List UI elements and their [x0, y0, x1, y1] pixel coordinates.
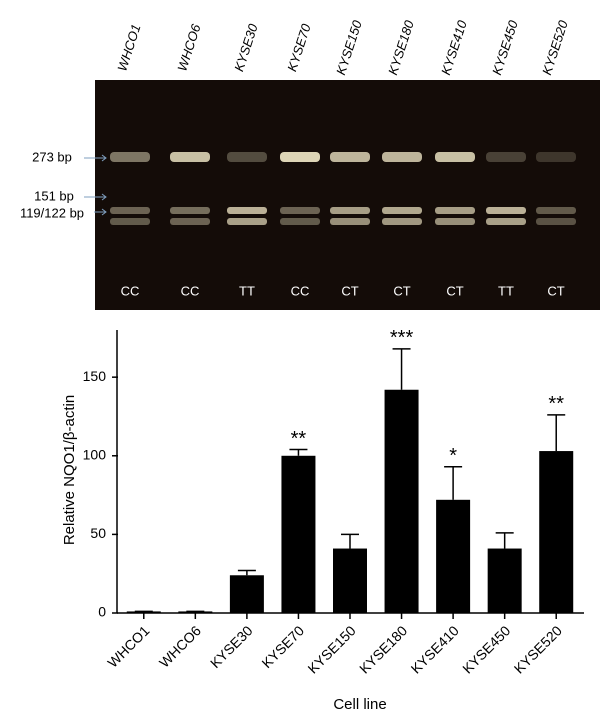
x-tick-label: KYSE180: [356, 622, 410, 676]
error-bar: [341, 533, 359, 549]
gel-band: [435, 207, 475, 214]
genotype: CC: [121, 283, 140, 298]
x-tick-label: KYSE150: [304, 622, 358, 676]
gel-band: [486, 207, 526, 214]
band-label: 119/122 bp: [20, 205, 84, 220]
lane-label: KYSE30: [231, 21, 261, 73]
gel-band: [536, 152, 576, 162]
bar: [178, 611, 213, 613]
gel-band: [227, 218, 267, 225]
lane-label: WHCO6: [174, 22, 203, 73]
lane-label: KYSE150: [333, 18, 365, 77]
gel-band: [382, 152, 422, 162]
gel-band: [280, 207, 320, 214]
gel-band: [227, 152, 267, 162]
lane-label: KYSE450: [489, 18, 521, 77]
gel-band: [227, 207, 267, 214]
gel-bands: [110, 152, 576, 225]
error-bar: [237, 569, 256, 576]
significance: **: [291, 428, 307, 450]
y-tick-label: 0: [98, 604, 106, 620]
bar: [384, 389, 419, 613]
genotype: CT: [446, 283, 463, 298]
error-bar: [392, 348, 411, 390]
lane-label: KYSE410: [438, 18, 470, 77]
error-bar: [444, 466, 463, 500]
bar: [333, 548, 367, 613]
lane-label: KYSE180: [385, 18, 417, 77]
gel-band: [330, 207, 370, 214]
x-tick-label: KYSE450: [459, 622, 513, 676]
genotype: CT: [547, 283, 564, 298]
error-bar: [495, 532, 514, 549]
lane-label: KYSE70: [284, 21, 314, 73]
bar: [126, 611, 161, 613]
genotype: CT: [393, 283, 410, 298]
lane-label: WHCO1: [114, 22, 143, 73]
gel-band: [486, 218, 526, 225]
band-label: 273 bp: [32, 149, 72, 164]
x-tick-label: KYSE520: [511, 622, 565, 676]
gel-band: [280, 218, 320, 225]
bar: [487, 548, 522, 613]
gel-band: [110, 207, 150, 214]
genotype: CC: [181, 283, 200, 298]
x-tick-label: KYSE70: [258, 622, 307, 671]
gel-band: [170, 207, 210, 214]
error-bar: [547, 414, 566, 452]
gel-band: [280, 152, 320, 162]
gel-band: [330, 152, 370, 162]
bar: [281, 455, 316, 613]
gel-band: [536, 218, 576, 225]
genotype: CT: [341, 283, 358, 298]
gel-band: [110, 218, 150, 225]
y-tick-label: 50: [90, 525, 106, 541]
significance: **: [548, 393, 564, 415]
gel-band: [110, 152, 150, 162]
gel-band: [330, 218, 370, 225]
significance: *: [449, 445, 457, 467]
x-tick-label: KYSE30: [207, 622, 256, 671]
gel: [95, 80, 600, 310]
genotype: TT: [498, 283, 514, 298]
genotype: CC: [291, 283, 310, 298]
y-tick-label: 100: [83, 446, 107, 462]
gel-band: [486, 152, 526, 162]
gel-band: [536, 207, 576, 214]
error-bar: [289, 448, 308, 456]
x-tick-label: WHCO6: [156, 622, 204, 670]
band-label: 151 bp: [34, 188, 74, 203]
band-arrows: [84, 154, 107, 216]
x-axis-label: Cell line: [333, 696, 386, 713]
x-tick-label: KYSE410: [408, 622, 462, 676]
gel-band: [435, 152, 475, 162]
bar: [229, 575, 264, 613]
bar: [539, 451, 574, 613]
genotype: TT: [239, 283, 255, 298]
x-tick-label: WHCO1: [104, 622, 152, 670]
y-tick-label: 150: [83, 368, 107, 384]
y-axis-label: Relative NQO1/β-actin: [61, 395, 78, 545]
gel-band: [382, 207, 422, 214]
gel-band: [435, 218, 475, 225]
gel-band: [170, 152, 210, 162]
gel-band: [170, 218, 210, 225]
gel-band: [382, 218, 422, 225]
bar: [436, 499, 471, 613]
significance: ***: [390, 327, 414, 349]
lane-label: KYSE520: [539, 18, 571, 77]
